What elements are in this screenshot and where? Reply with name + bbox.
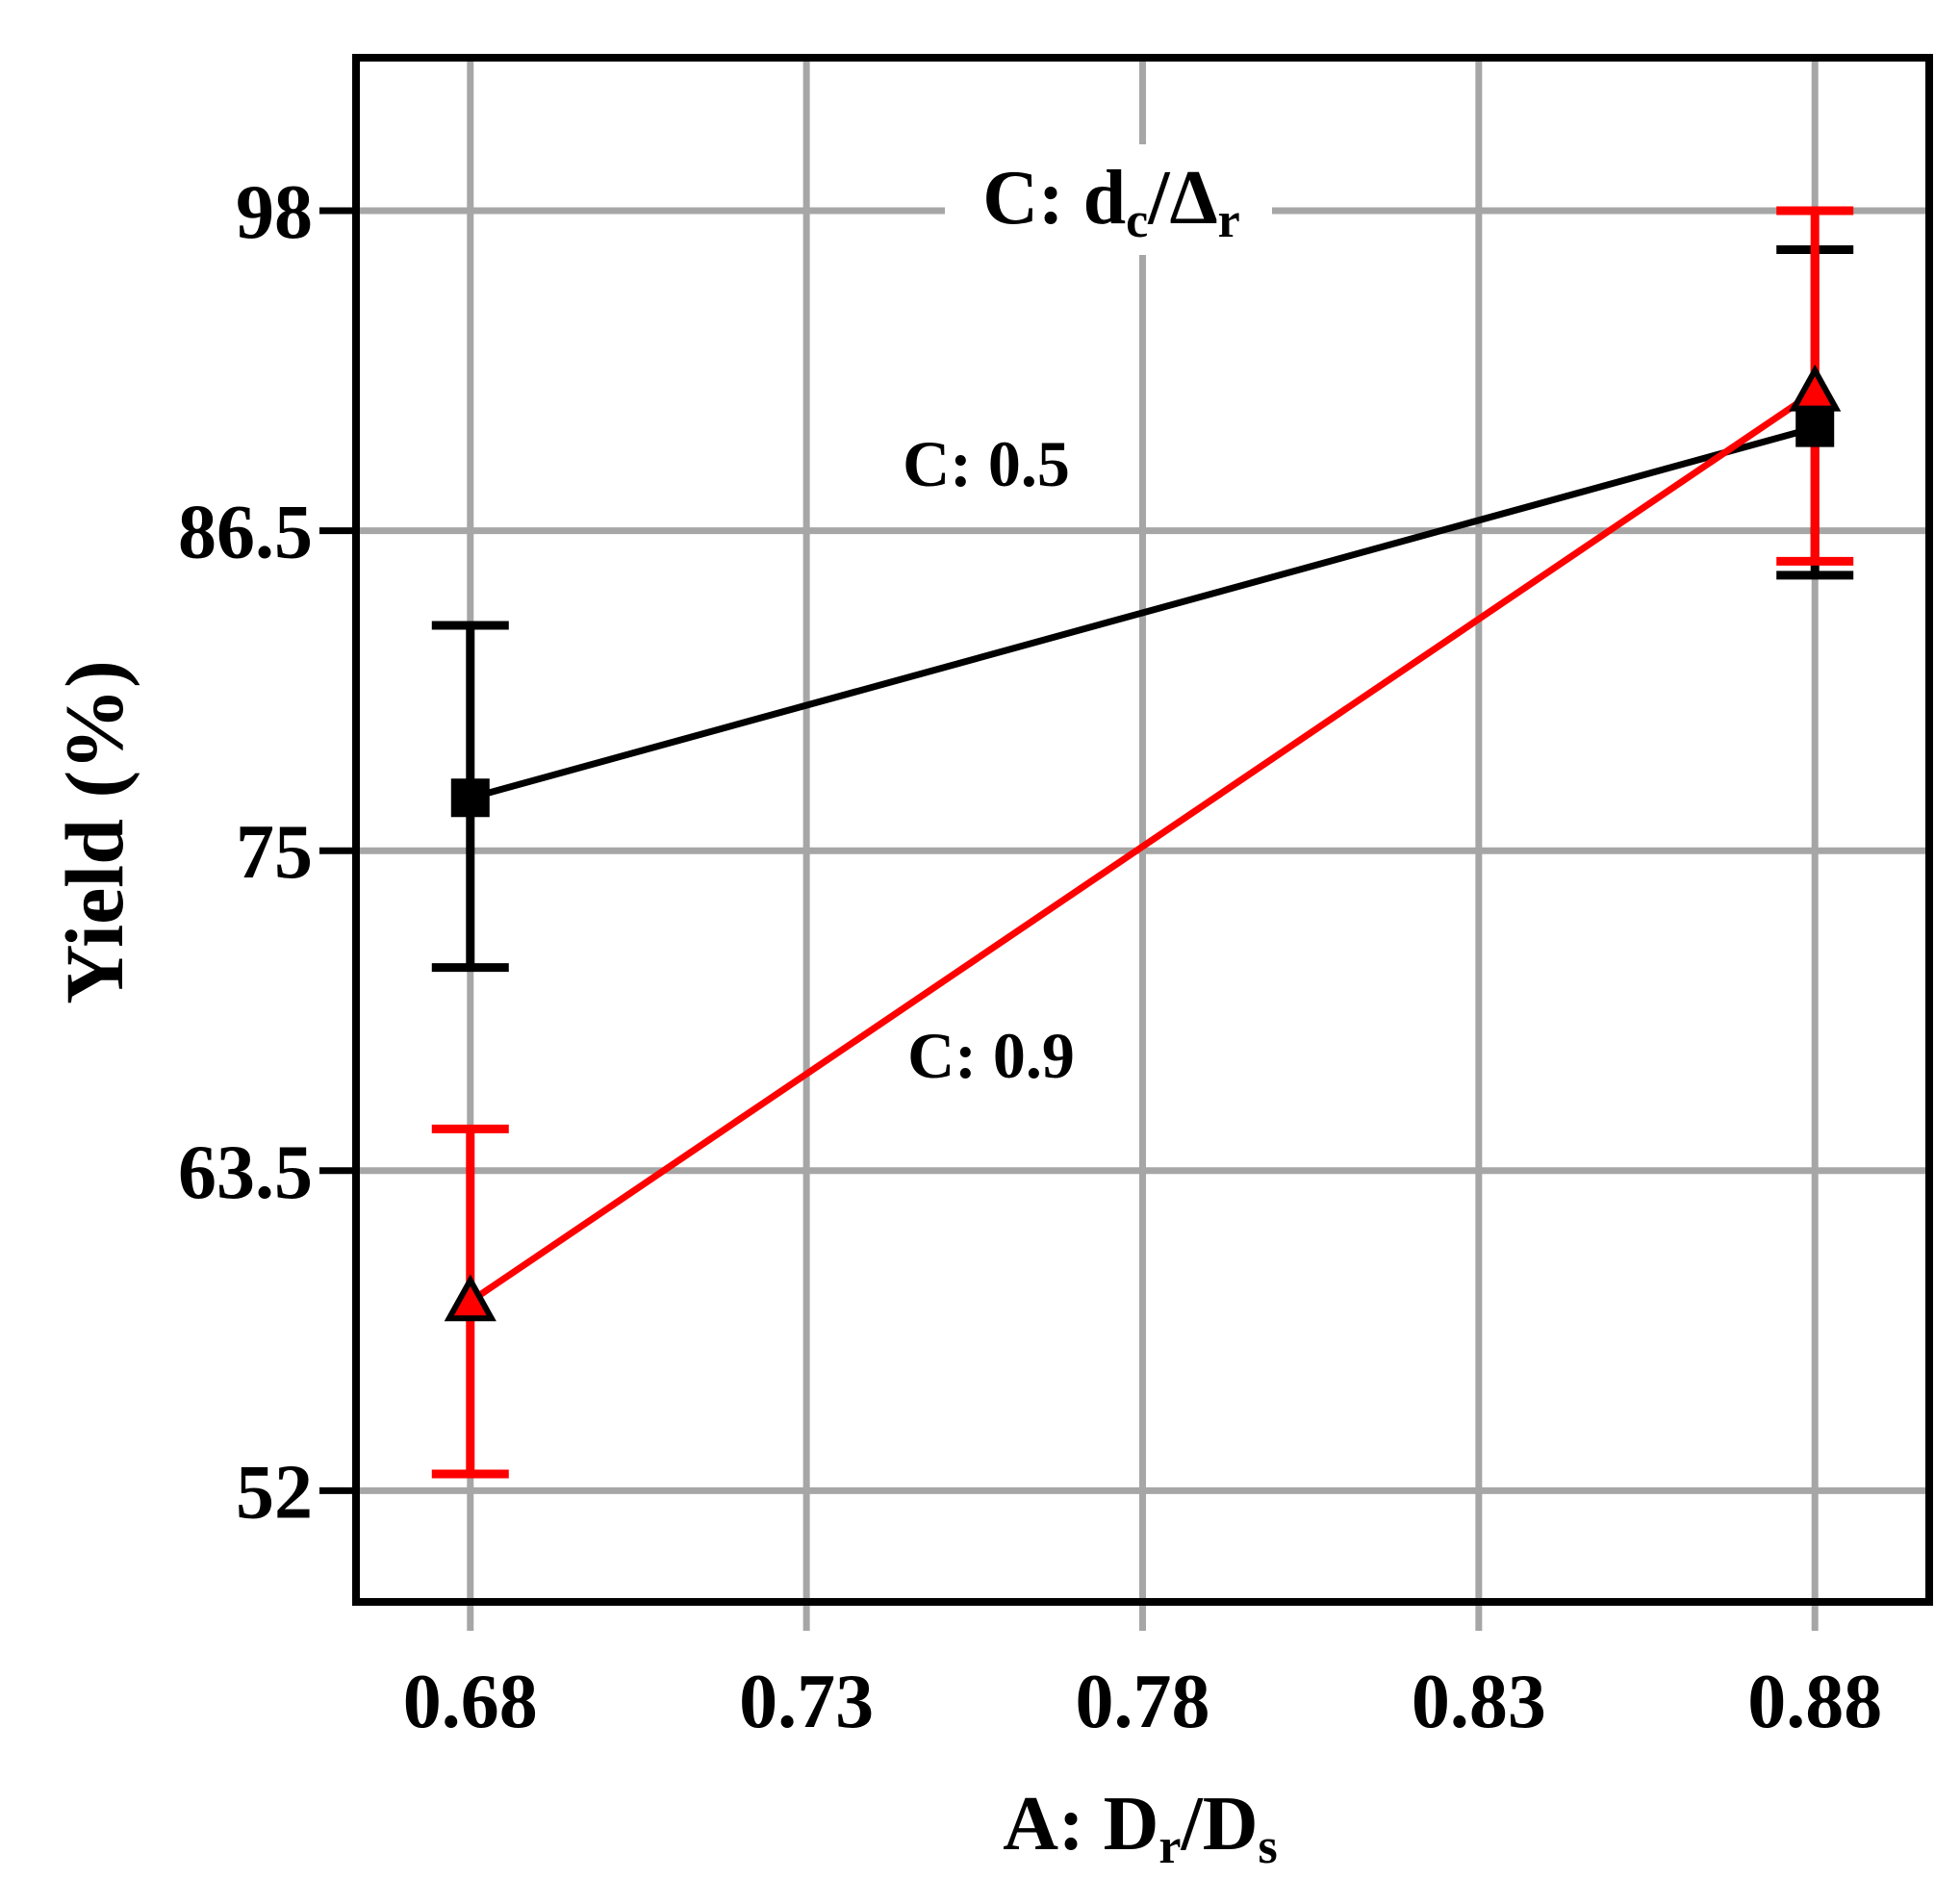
y-tick-label: 86.5 [178,491,313,575]
series-1-markers [450,408,1835,818]
axis-ticks: 0.68 0.73 0.78 0.83 0.88 52 63.5 75 86.5 98 [178,170,1882,1744]
data-point-square [1795,408,1835,447]
data-point-triangle [444,1274,496,1322]
x-tick-label: 0.83 [1412,1660,1546,1744]
chart-title-background [945,144,1272,255]
series-label-background [866,428,1107,503]
x-tick-label: 0.88 [1747,1660,1882,1744]
series-line [469,424,1817,801]
x-tick-label: 0.78 [1076,1660,1210,1744]
chart-title: C: dc/Δr [982,156,1239,248]
data-point-square [450,778,490,818]
y-tick-label: 98 [236,170,313,255]
series-labels: C: 0.5 C: 0.9 [866,427,1107,1092]
x-axis-label-mid: /D [1181,1782,1259,1866]
series-2-markers [444,364,1842,1322]
chart-title-main: C: d [982,156,1126,241]
x-axis-label: A: Dr/Ds [1003,1782,1278,1874]
series-label: C: 0.5 [903,427,1070,500]
x-axis-label-sub1: r [1158,1819,1181,1874]
series-layer [431,206,1854,1479]
chart-title-sub1: c [1126,193,1148,248]
data-point-triangle [1789,364,1842,412]
series-label: C: 0.9 [907,1019,1075,1092]
x-axis-label-main: A: D [1003,1782,1158,1866]
series-line [468,389,1818,1305]
chart-title-mid: /Δ [1147,156,1217,241]
series-2-line [468,389,1818,1305]
x-tick-label: 0.73 [739,1660,874,1744]
series-1-line [469,424,1817,801]
y-tick-label: 75 [236,810,313,895]
chart-title-sub2: r [1218,193,1240,248]
x-axis-label-sub2: s [1259,1819,1278,1874]
y-tick-label: 63.5 [178,1130,313,1215]
x-tick-label: 0.68 [403,1660,538,1744]
y-tick-label: 52 [236,1450,313,1535]
plot-frame [352,54,1933,1606]
grid-lines [356,58,1929,1631]
y-axis-label: Yield (%) [48,660,140,1003]
